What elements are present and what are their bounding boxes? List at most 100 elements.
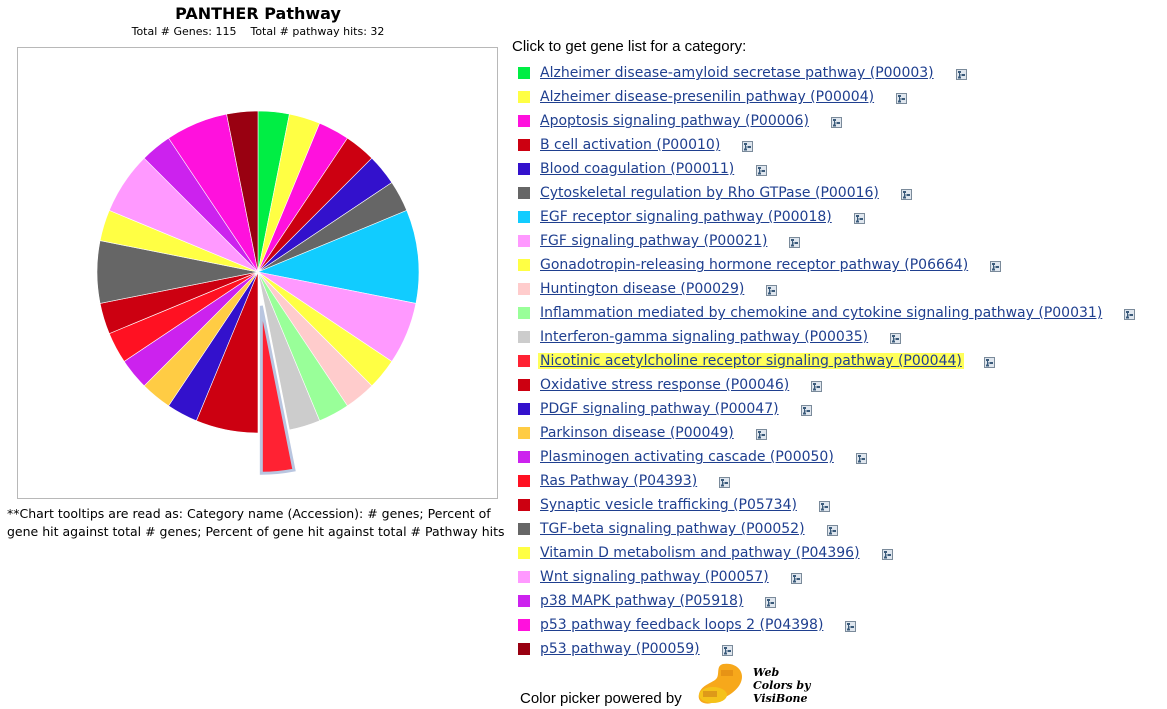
tree-icon[interactable]: [811, 380, 823, 392]
color-swatch: [518, 619, 530, 631]
color-swatch: [518, 571, 530, 583]
chart-subtitle: Total # Genes: 115 Total # pathway hits: …: [18, 25, 498, 38]
tree-icon[interactable]: [900, 188, 912, 200]
logo-text-1: Web: [753, 666, 779, 679]
visibone-logo[interactable]: Web Colors by VisiBone: [695, 662, 815, 706]
tree-icon[interactable]: [955, 68, 967, 80]
tree-icon[interactable]: [719, 476, 731, 488]
color-swatch: [518, 163, 530, 175]
category-link[interactable]: Oxidative stress response (P00046): [540, 377, 790, 393]
category-list-heading: Click to get gene list for a category:: [512, 38, 747, 55]
category-item: EGF receptor signaling pathway (P00018): [518, 205, 1135, 229]
category-link[interactable]: TGF-beta signaling pathway (P00052): [540, 521, 805, 537]
chart-title: PANTHER Pathway: [175, 4, 341, 23]
color-swatch: [518, 499, 530, 511]
category-link[interactable]: p38 MAPK pathway (P05918): [540, 593, 744, 609]
category-link[interactable]: Parkinson disease (P00049): [540, 425, 734, 441]
tree-icon[interactable]: [855, 452, 867, 464]
pie-slice[interactable]: [259, 305, 296, 475]
category-item: Interferon-gamma signaling pathway (P000…: [518, 325, 1135, 349]
tree-icon[interactable]: [755, 428, 767, 440]
category-link[interactable]: p53 pathway (P00059): [540, 641, 700, 657]
category-link[interactable]: Blood coagulation (P00011): [540, 161, 735, 177]
category-link[interactable]: Alzheimer disease-amyloid secretase path…: [540, 65, 934, 81]
category-item: Parkinson disease (P00049): [518, 421, 1135, 445]
category-item: Vitamin D metabolism and pathway (P04396…: [518, 541, 1135, 565]
category-link[interactable]: Nicotinic acetylcholine receptor signali…: [538, 353, 964, 369]
category-link[interactable]: Alzheimer disease-presenilin pathway (P0…: [540, 89, 875, 105]
color-swatch: [518, 67, 530, 79]
category-link[interactable]: B cell activation (P00010): [540, 137, 721, 153]
tree-icon[interactable]: [818, 500, 830, 512]
color-swatch: [518, 643, 530, 655]
total-hits-label: Total # pathway hits: 32: [250, 25, 385, 38]
category-link[interactable]: Huntington disease (P00029): [540, 281, 745, 297]
tree-icon[interactable]: [881, 548, 893, 560]
color-picker-credit: Color picker powered by: [520, 690, 682, 707]
total-genes-label: Total # Genes: 115: [131, 25, 237, 38]
category-link[interactable]: Ras Pathway (P04393): [540, 473, 698, 489]
color-swatch: [518, 331, 530, 343]
tree-icon[interactable]: [990, 260, 1002, 272]
tree-icon[interactable]: [756, 164, 768, 176]
category-link[interactable]: Synaptic vesicle trafficking (P05734): [540, 497, 797, 513]
pie-chart-panel: [17, 47, 498, 499]
category-link[interactable]: Gonadotropin-releasing hormone receptor …: [540, 257, 969, 273]
category-item: Alzheimer disease-amyloid secretase path…: [518, 61, 1135, 85]
color-swatch: [518, 211, 530, 223]
pie-slice[interactable]: [226, 110, 259, 273]
tooltip-note: **Chart tooltips are read as: Category n…: [7, 506, 505, 539]
tree-icon[interactable]: [896, 92, 908, 104]
category-item: Gonadotropin-releasing hormone receptor …: [518, 253, 1135, 277]
tree-icon[interactable]: [800, 404, 812, 416]
tree-icon[interactable]: [721, 644, 733, 656]
tree-icon[interactable]: [742, 140, 754, 152]
tree-icon[interactable]: [830, 116, 842, 128]
color-swatch: [518, 595, 530, 607]
color-swatch: [518, 523, 530, 535]
color-swatch: [518, 451, 530, 463]
color-swatch: [518, 187, 530, 199]
category-item: FGF signaling pathway (P00021): [518, 229, 1135, 253]
category-link[interactable]: p53 pathway feedback loops 2 (P04398): [540, 617, 824, 633]
tree-icon[interactable]: [1124, 308, 1136, 320]
tree-icon[interactable]: [790, 572, 802, 584]
tree-icon[interactable]: [766, 284, 778, 296]
category-link[interactable]: FGF signaling pathway (P00021): [540, 233, 768, 249]
category-item: Huntington disease (P00029): [518, 277, 1135, 301]
category-item: Blood coagulation (P00011): [518, 157, 1135, 181]
category-item: Cytoskeletal regulation by Rho GTPase (P…: [518, 181, 1135, 205]
tree-icon[interactable]: [983, 356, 995, 368]
color-swatch: [518, 307, 530, 319]
category-link[interactable]: Interferon-gamma signaling pathway (P000…: [540, 329, 869, 345]
tree-icon[interactable]: [789, 236, 801, 248]
category-link[interactable]: Vitamin D metabolism and pathway (P04396…: [540, 545, 860, 561]
color-swatch: [518, 547, 530, 559]
category-list: Alzheimer disease-amyloid secretase path…: [518, 61, 1136, 661]
tree-icon[interactable]: [845, 620, 857, 632]
category-item: p38 MAPK pathway (P05918): [518, 589, 1135, 613]
category-link[interactable]: PDGF signaling pathway (P00047): [540, 401, 779, 417]
category-link[interactable]: Plasminogen activating cascade (P00050): [540, 449, 834, 465]
category-link[interactable]: Inflammation mediated by chemokine and c…: [540, 305, 1103, 321]
category-item: PDGF signaling pathway (P00047): [518, 397, 1135, 421]
category-link[interactable]: EGF receptor signaling pathway (P00018): [540, 209, 832, 225]
category-item: B cell activation (P00010): [518, 133, 1135, 157]
color-swatch: [518, 475, 530, 487]
category-item: p53 pathway (P00059): [518, 637, 1135, 661]
tree-icon[interactable]: [890, 332, 902, 344]
category-item: Apoptosis signaling pathway (P00006): [518, 109, 1135, 133]
category-link[interactable]: Wnt signaling pathway (P00057): [540, 569, 769, 585]
category-item: Oxidative stress response (P00046): [518, 373, 1135, 397]
tree-icon[interactable]: [826, 524, 838, 536]
tree-icon[interactable]: [853, 212, 865, 224]
pie-slice[interactable]: [256, 209, 420, 304]
category-item: Wnt signaling pathway (P00057): [518, 565, 1135, 589]
color-swatch: [518, 379, 530, 391]
pie-slice[interactable]: [257, 271, 321, 431]
color-swatch: [518, 259, 530, 271]
color-swatch: [518, 235, 530, 247]
category-link[interactable]: Apoptosis signaling pathway (P00006): [540, 113, 809, 129]
category-link[interactable]: Cytoskeletal regulation by Rho GTPase (P…: [540, 185, 879, 201]
tree-icon[interactable]: [765, 596, 777, 608]
